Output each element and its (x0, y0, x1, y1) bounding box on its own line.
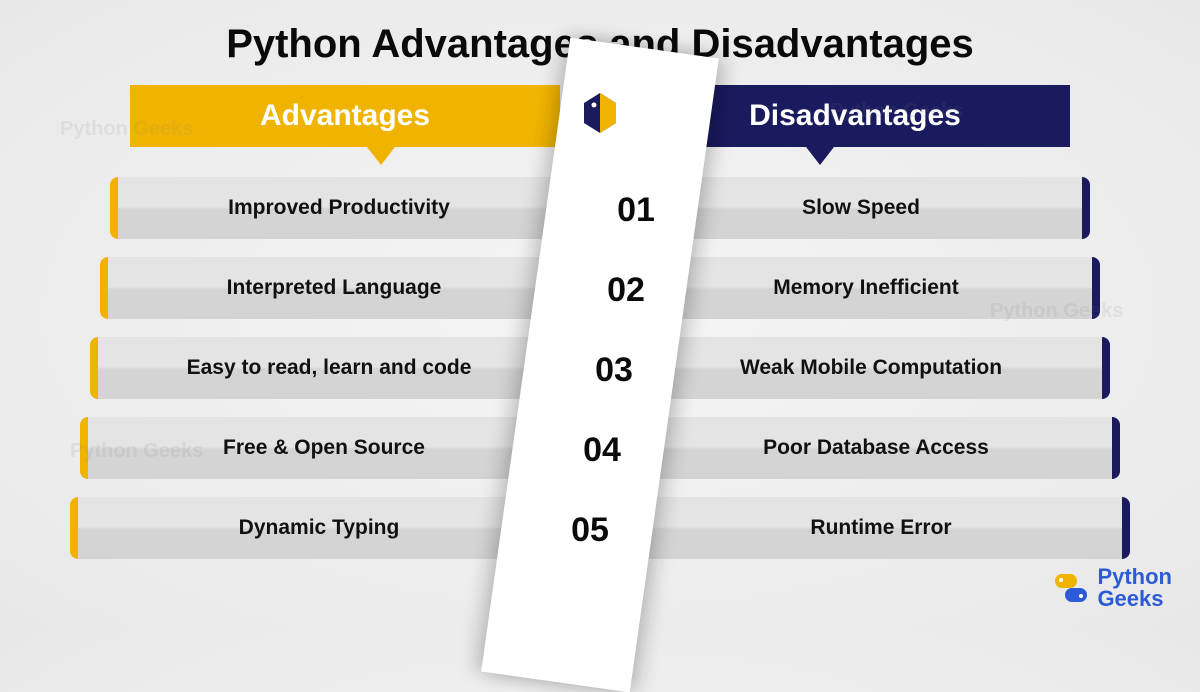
disadvantage-item: Poor Database Access (640, 417, 1120, 479)
row-number: 03 (574, 351, 654, 390)
brand-logo: Python Geeks (1051, 566, 1172, 610)
advantage-item: Free & Open Source (80, 417, 560, 479)
advantages-header: Advantages (130, 85, 560, 147)
advantage-item: Improved Productivity (110, 177, 560, 239)
python-geeks-icon (1051, 568, 1091, 608)
advantage-item: Interpreted Language (100, 257, 560, 319)
disadvantage-item: Memory Inefficient (640, 257, 1100, 319)
disadvantage-item: Slow Speed (640, 177, 1090, 239)
comparison-stage: Advantages Disadvantages Improved Produc… (50, 85, 1150, 605)
brand-text: Python Geeks (1097, 566, 1172, 610)
advantage-item: Easy to read, learn and code (90, 337, 560, 399)
brand-line2: Geeks (1097, 588, 1172, 610)
row-number: 01 (596, 191, 676, 230)
row-number: 02 (586, 271, 666, 310)
advantage-item: Dynamic Typing (70, 497, 560, 559)
row-number: 05 (550, 511, 630, 550)
row-number: 04 (562, 431, 642, 470)
brand-line1: Python (1097, 566, 1172, 588)
disadvantage-item: Weak Mobile Computation (640, 337, 1110, 399)
center-logo-icon (572, 89, 628, 150)
disadvantage-item: Runtime Error (640, 497, 1130, 559)
